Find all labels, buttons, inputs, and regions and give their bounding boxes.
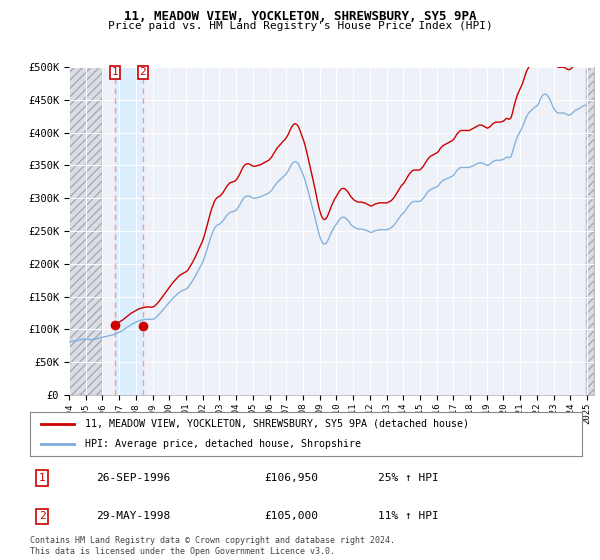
Text: 11, MEADOW VIEW, YOCKLETON, SHREWSBURY, SY5 9PA (detached house): 11, MEADOW VIEW, YOCKLETON, SHREWSBURY, … [85,419,469,429]
Text: 11, MEADOW VIEW, YOCKLETON, SHREWSBURY, SY5 9PA: 11, MEADOW VIEW, YOCKLETON, SHREWSBURY, … [124,10,476,23]
Bar [69,67,103,395]
Text: 2: 2 [139,67,146,77]
Text: 1: 1 [112,67,118,77]
Bar [115,67,143,395]
Bar [586,67,594,395]
Text: 26-SEP-1996: 26-SEP-1996 [96,473,170,483]
Text: 1: 1 [38,473,46,483]
Text: 25% ↑ HPI: 25% ↑ HPI [378,473,439,483]
Text: HPI: Average price, detached house, Shropshire: HPI: Average price, detached house, Shro… [85,439,361,449]
Text: Contains HM Land Registry data © Crown copyright and database right 2024.
This d: Contains HM Land Registry data © Crown c… [30,536,395,556]
Text: Price paid vs. HM Land Registry's House Price Index (HPI): Price paid vs. HM Land Registry's House … [107,21,493,31]
Text: 11% ↑ HPI: 11% ↑ HPI [378,511,439,521]
Text: 29-MAY-1998: 29-MAY-1998 [96,511,170,521]
Text: 2: 2 [38,511,46,521]
Text: £105,000: £105,000 [264,511,318,521]
Text: £106,950: £106,950 [264,473,318,483]
